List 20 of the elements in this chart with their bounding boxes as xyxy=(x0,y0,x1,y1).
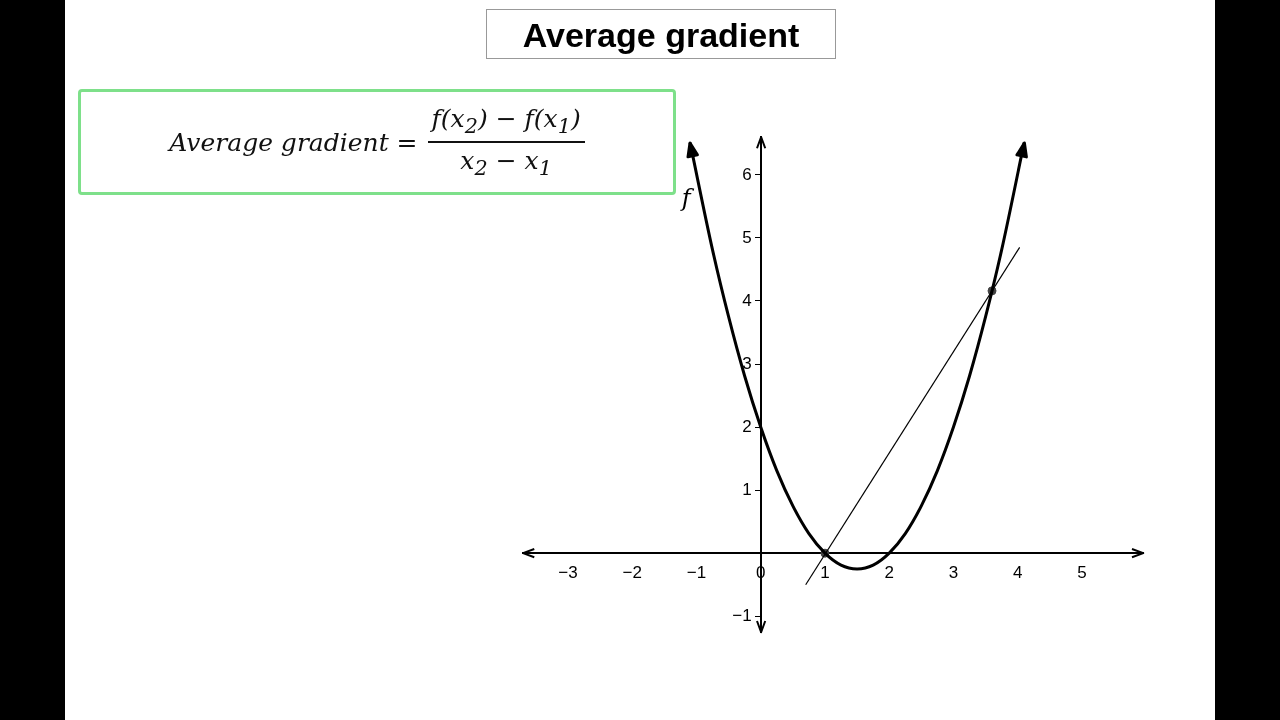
x-tick-label: 1 xyxy=(820,562,830,582)
y-tick-label: −1 xyxy=(732,605,752,625)
y-tick-label: 2 xyxy=(742,416,752,436)
legend-label: f xyxy=(679,184,695,213)
x-tick-label: −3 xyxy=(558,562,578,582)
x-tick-label: −2 xyxy=(622,562,642,582)
x-tick-label: 2 xyxy=(884,562,894,582)
text: Average gradient = xyxy=(169,127,418,157)
y-tick-label: 5 xyxy=(742,227,752,247)
y-tick-label: 1 xyxy=(742,479,752,499)
y-tick-label: 4 xyxy=(742,290,752,310)
x-tick-label: 5 xyxy=(1077,562,1087,582)
annotation: f(x$_{2}$) − f(x$_{1}$) xyxy=(427,104,585,143)
x-tick-label: 4 xyxy=(1012,562,1023,582)
y-tick-label: 3 xyxy=(742,353,752,373)
annotation: x$_{2}$ − x$_{1}$ xyxy=(460,145,552,180)
x-tick-label: 3 xyxy=(948,562,959,582)
y-tick-label: 6 xyxy=(742,164,752,184)
x-tick-label: −1 xyxy=(686,562,707,582)
chart-title: Average gradient xyxy=(486,9,836,59)
